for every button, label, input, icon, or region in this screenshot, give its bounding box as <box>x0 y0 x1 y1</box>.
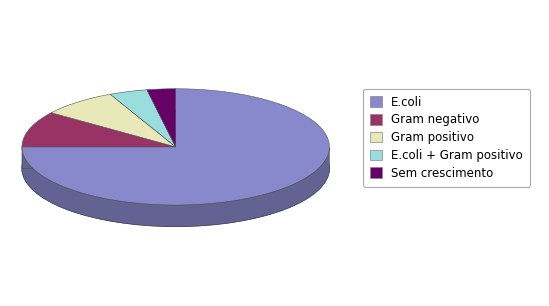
Polygon shape <box>22 113 176 147</box>
Legend: E.coli, Gram negativo, Gram positivo, E.coli + Gram positivo, Sem crescimento: E.coli, Gram negativo, Gram positivo, E.… <box>363 89 530 187</box>
Polygon shape <box>22 89 329 205</box>
Polygon shape <box>51 94 176 147</box>
Polygon shape <box>147 89 176 147</box>
Polygon shape <box>110 90 176 147</box>
Ellipse shape <box>22 110 329 226</box>
Polygon shape <box>22 147 329 226</box>
